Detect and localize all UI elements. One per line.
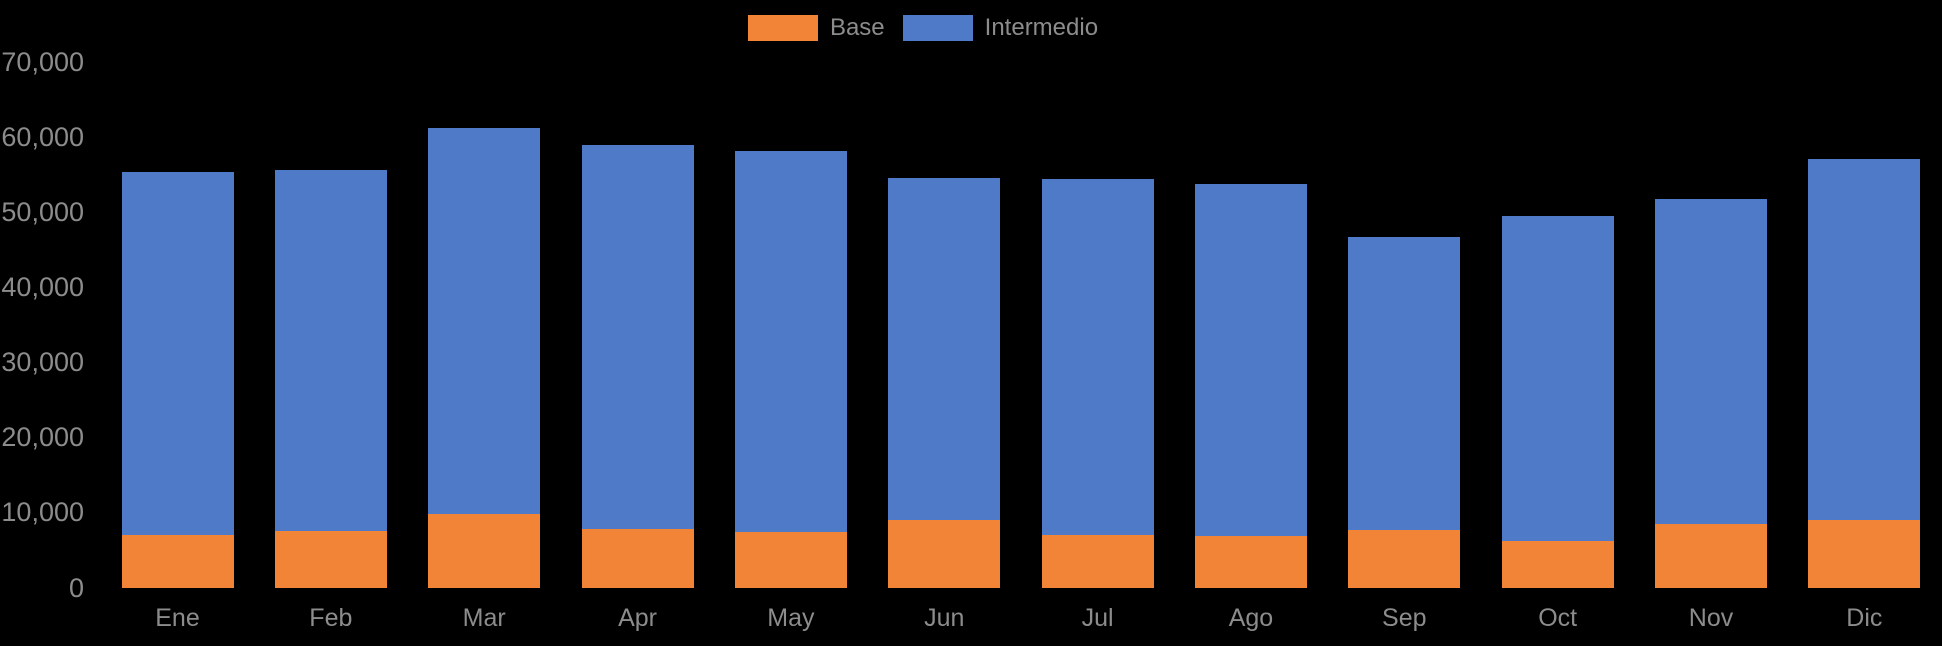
bar-sep-base-segment <box>1348 530 1461 588</box>
y-axis-tick-label: 70,000 <box>1 46 84 77</box>
bar-apr-intermedio-segment <box>581 145 694 529</box>
bar-oct-base-segment <box>1501 540 1614 588</box>
bar-oct-intermedio-segment <box>1501 216 1614 541</box>
chart-legend: Base Intermedio <box>0 15 1894 41</box>
y-axis-tick-label: 60,000 <box>1 121 84 152</box>
legend-swatch-base-icon <box>747 15 818 41</box>
x-axis-label-sep: Sep <box>1382 604 1427 632</box>
legend-label-base: Base <box>829 14 885 41</box>
bar-dic-intermedio-segment <box>1808 158 1921 520</box>
x-axis-label-mar: Mar <box>462 604 506 632</box>
bar-jun <box>888 178 1001 588</box>
bar-ene-base-segment <box>121 534 234 588</box>
y-axis-tick-label: 50,000 <box>1 196 84 227</box>
x-axis-label-oct: Oct <box>1538 604 1578 632</box>
bar-nov-intermedio-segment <box>1655 198 1767 525</box>
y-axis-tick-label: 30,000 <box>1 347 84 378</box>
x-axis-label-apr: Apr <box>618 604 657 632</box>
y-axis-tick-label: 40,000 <box>1 271 84 302</box>
bar-apr-base-segment <box>581 528 694 588</box>
bar-dic <box>1808 158 1921 588</box>
bar-sep <box>1348 237 1461 588</box>
bar-ene-intermedio-segment <box>121 172 234 535</box>
x-axis-label-feb: Feb <box>309 604 353 632</box>
x-axis-label-jun: Jun <box>924 604 965 632</box>
x-axis-label-may: May <box>767 604 815 632</box>
x-axis-label-ene: Ene <box>155 604 200 632</box>
bar-mar <box>428 128 541 588</box>
bar-mar-base-segment <box>428 514 541 588</box>
legend-label-intermedio: Intermedio <box>984 14 1099 41</box>
bar-ene <box>121 172 234 588</box>
bar-jul-intermedio-segment <box>1041 179 1154 536</box>
bar-may-base-segment <box>734 531 847 588</box>
x-axis-label-ago: Ago <box>1228 604 1274 632</box>
y-axis-tick-label: 20,000 <box>1 422 84 453</box>
legend-swatch-intermedio-icon <box>902 15 973 41</box>
bar-ago-base-segment <box>1194 536 1307 588</box>
bar-ago <box>1194 183 1307 588</box>
bar-dic-base-segment <box>1808 519 1921 588</box>
bar-jul-base-segment <box>1041 535 1154 588</box>
bar-mar-intermedio-segment <box>428 128 541 515</box>
x-axis-label-nov: Nov <box>1688 604 1734 632</box>
bar-ago-intermedio-segment <box>1194 183 1307 537</box>
bar-nov <box>1655 198 1767 588</box>
bar-oct <box>1501 216 1614 588</box>
bar-nov-base-segment <box>1655 524 1767 588</box>
bar-may <box>734 151 847 588</box>
legend-item-base[interactable]: Base <box>747 14 885 41</box>
bar-feb-base-segment <box>274 530 387 588</box>
legend-item-intermedio[interactable]: Intermedio <box>902 14 1099 41</box>
x-axis-label-dic: Dic <box>1846 604 1883 632</box>
bar-feb-intermedio-segment <box>274 170 387 531</box>
bar-may-intermedio-segment <box>734 151 847 532</box>
x-axis-label-jul: Jul <box>1081 604 1114 632</box>
bar-jul <box>1041 179 1154 588</box>
bar-sep-intermedio-segment <box>1348 237 1461 531</box>
y-axis-tick-label: 0 <box>68 572 84 603</box>
bar-jun-base-segment <box>888 520 1001 588</box>
bar-apr <box>581 145 694 588</box>
bar-feb <box>274 170 387 588</box>
bar-jun-intermedio-segment <box>888 178 1001 521</box>
y-axis-tick-label: 10,000 <box>1 497 84 528</box>
